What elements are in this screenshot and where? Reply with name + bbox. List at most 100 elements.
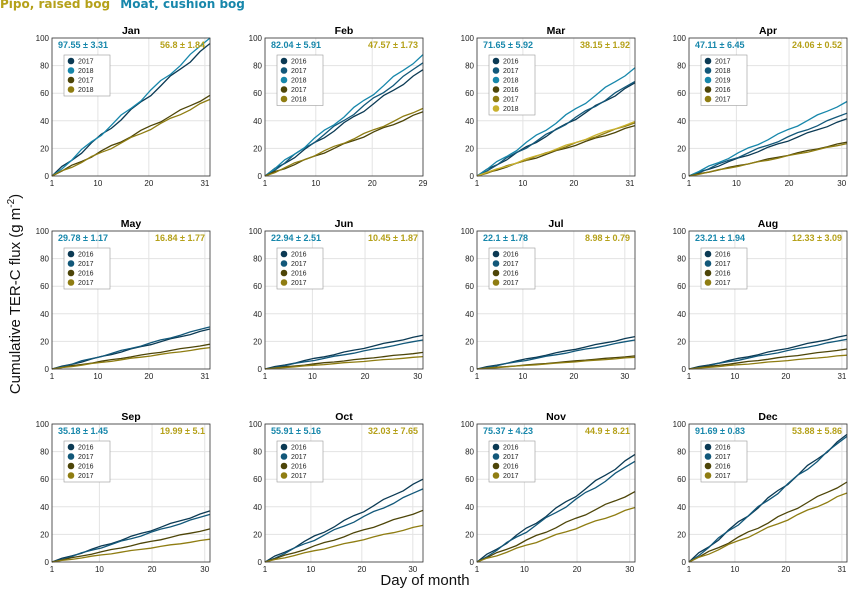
y-tick-label: 20 [40, 530, 49, 539]
legend-entry-label: 2018 [291, 78, 307, 85]
panel-title: Mar [547, 25, 566, 37]
legend-marker [67, 86, 75, 93]
pipo-stat-label: 19.99 ± 5.1 [160, 426, 205, 436]
legend-entry-label: 2017 [78, 78, 94, 85]
legend-entry-label: 2016 [503, 271, 519, 278]
series-line [264, 509, 424, 563]
pipo-stat-label: 38.15 ± 1.92 [580, 40, 630, 50]
x-tick-label: 20 [785, 179, 794, 188]
panel-title: Jan [122, 25, 140, 37]
legend-marker [280, 95, 288, 103]
legend-marker [704, 260, 712, 267]
y-tick-label: 60 [40, 282, 49, 291]
panel-title: Dec [758, 411, 777, 423]
panel-legend: 2016 2017 2016 2017 [63, 440, 111, 483]
y-tick-label: 40 [465, 310, 474, 319]
moat-stat-label: 71.65 ± 5.92 [483, 40, 533, 50]
legend-marker [67, 453, 75, 460]
legend-marker [492, 443, 500, 451]
x-tick-label: 30 [408, 565, 417, 574]
axes-box [264, 230, 424, 370]
panel-legend: 2016 2017 2016 2017 [700, 247, 748, 290]
pipo-stat-label: 8.98 ± 0.79 [585, 233, 630, 243]
y-tick-label: 80 [677, 255, 686, 264]
x-tick-label: 30 [413, 372, 422, 381]
legend-entry-label: 2017 [503, 454, 519, 461]
x-tick-label: 20 [781, 565, 790, 574]
y-tick-label: 40 [253, 117, 262, 126]
legend-entry-label: 2017 [715, 454, 731, 461]
moat-stat-label: 55.91 ± 5.16 [271, 426, 321, 436]
y-tick-label: 60 [465, 89, 474, 98]
y-tick-label: 0 [258, 558, 263, 567]
legend-marker [492, 67, 500, 74]
legend-entry-label: 2017 [715, 261, 731, 268]
y-tick-label: 0 [682, 365, 687, 374]
legend-entry-label: 2016 [503, 445, 519, 452]
legend-marker [67, 67, 75, 74]
legend-marker [492, 453, 500, 460]
moat-stat-label: 23.21 ± 1.94 [695, 233, 745, 243]
y-tick-label: 80 [40, 255, 49, 264]
y-tick-label: 40 [253, 503, 262, 512]
y-tick-label: 40 [465, 117, 474, 126]
legend-marker [492, 269, 500, 277]
legend-marker [492, 472, 500, 479]
legend-marker [704, 443, 712, 451]
y-tick-label: 0 [470, 172, 475, 181]
panel-may: 0 20 40 60 80 100 1 10 20 31 May 29.78 ± 1.17 16.84 … [36, 218, 211, 381]
x-tick-label: 1 [687, 372, 692, 381]
x-tick-label: 10 [95, 565, 104, 574]
x-tick-label: 1 [687, 179, 692, 188]
y-tick-label: 0 [45, 558, 50, 567]
legend-marker [492, 260, 500, 267]
legend-marker [67, 269, 75, 277]
y-tick-label: 0 [682, 172, 687, 181]
legend-marker [704, 269, 712, 277]
y-tick-label: 20 [40, 337, 49, 346]
legend-entry-label: 2018 [503, 106, 519, 113]
y-tick-label: 80 [253, 255, 262, 264]
panel-title: Jun [335, 218, 354, 230]
x-tick-label: 1 [475, 565, 480, 574]
x-tick-label: 10 [732, 179, 741, 188]
pipo-stat-label: 47.57 ± 1.73 [368, 40, 418, 50]
series-line [688, 338, 848, 370]
panel-dec: 0 20 40 60 80 100 1 10 20 31 Dec 91.69 ± 0.83 53.88 … [673, 411, 848, 574]
panel-legend: 2017 2018 2019 2016 2017 [700, 54, 748, 106]
legend-entry-label: 2017 [715, 97, 731, 104]
x-tick-label: 20 [144, 179, 153, 188]
panel-oct: 0 20 40 60 80 100 1 10 20 30 Oct 55.91 ± 5.16 32.03 … [249, 411, 424, 574]
legend-entry-label: 2017 [78, 261, 94, 268]
y-tick-label: 60 [465, 282, 474, 291]
series-line [476, 80, 636, 177]
legend-marker [67, 443, 75, 451]
legend-marker [67, 260, 75, 267]
x-tick-label: 10 [518, 372, 527, 381]
legend-entry-label: 2018 [78, 68, 94, 75]
legend-entry-label: 2018 [715, 68, 731, 75]
y-tick-label: 60 [253, 475, 262, 484]
y-tick-label: 20 [677, 144, 686, 153]
panel-title: Sep [121, 411, 140, 423]
moat-stat-label: 22.94 ± 2.51 [271, 233, 321, 243]
legend-entry-label: 2017 [291, 87, 307, 94]
y-tick-label: 60 [677, 282, 686, 291]
series-line [476, 491, 636, 563]
legend-entry-label: 2017 [78, 280, 94, 287]
legend-marker [67, 472, 75, 479]
y-tick-label: 0 [258, 365, 263, 374]
y-tick-label: 20 [465, 530, 474, 539]
panel-legend: 2016 2017 2016 2017 [276, 247, 324, 290]
panel-legend: 2016 2017 2016 2017 [700, 440, 748, 483]
panel-title: Nov [546, 411, 566, 423]
pipo-stat-label: 56.8 ± 1.84 [160, 40, 205, 50]
y-tick-label: 100 [673, 34, 687, 43]
y-tick-label: 100 [36, 34, 50, 43]
legend-marker [492, 279, 500, 286]
series-line [264, 54, 424, 177]
legend-marker [704, 57, 712, 65]
series-line [51, 343, 211, 370]
y-tick-label: 20 [465, 144, 474, 153]
legend-entry-label: 2018 [291, 97, 307, 104]
